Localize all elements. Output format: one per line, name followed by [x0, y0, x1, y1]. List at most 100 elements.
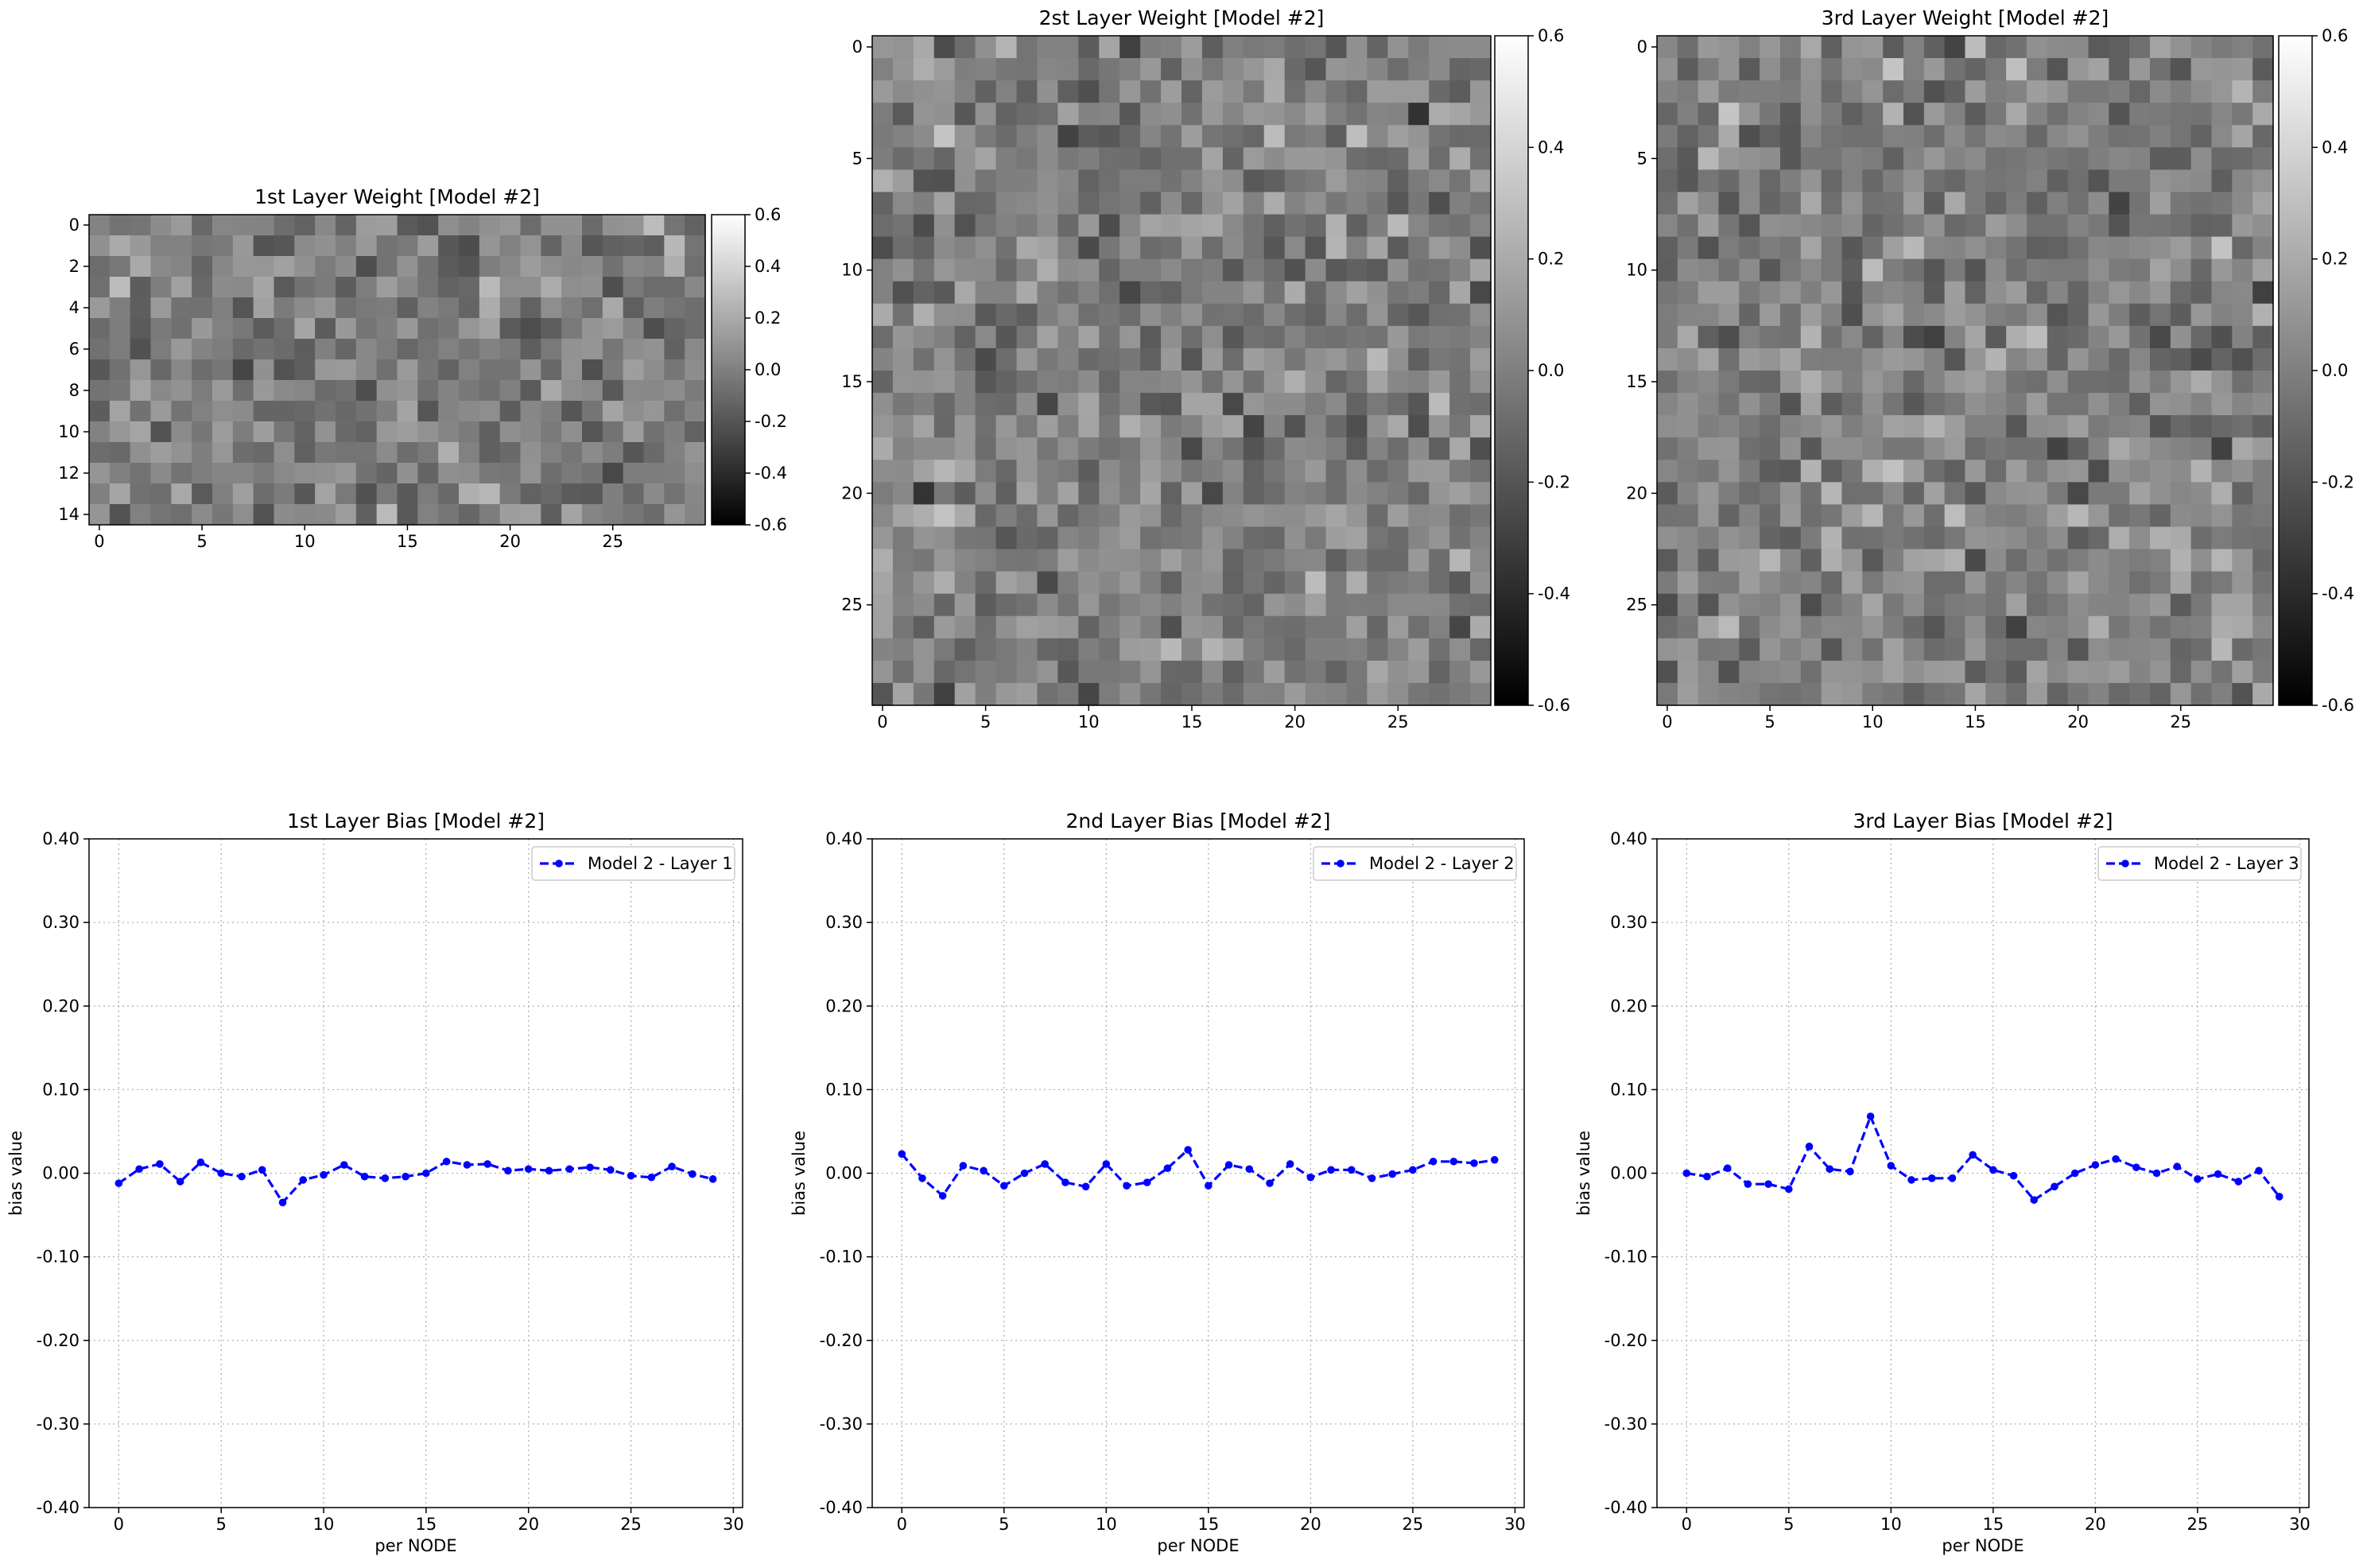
- heatmap-cell: [1965, 125, 1986, 148]
- heatmap-cell: [1780, 214, 1802, 238]
- heatmap-cell: [623, 256, 645, 278]
- heatmap-cell: [1201, 371, 1224, 394]
- heatmap-cell: [274, 318, 295, 340]
- heatmap-cell: [1800, 393, 1822, 416]
- heatmap-cell: [232, 421, 254, 443]
- heatmap-cell: [1408, 281, 1430, 305]
- data-point: [708, 1175, 717, 1183]
- colorbar-tick-label: 0.0: [2322, 361, 2348, 380]
- heatmap-cell: [2109, 660, 2130, 684]
- heatmap-cell: [1985, 460, 2007, 483]
- heatmap-cell: [1657, 281, 1678, 305]
- heatmap-cell: [2006, 571, 2027, 595]
- heatmap-cell: [171, 380, 192, 402]
- heatmap-cell: [1243, 571, 1265, 595]
- heatmap-cell: [1821, 125, 1843, 148]
- heatmap-cell: [2252, 615, 2274, 639]
- heatmap-cell: [1944, 415, 1966, 438]
- heatmap-cell: [1037, 593, 1058, 617]
- heatmap-cell: [2170, 303, 2192, 327]
- heatmap-frame: [88, 214, 706, 526]
- heatmap-cell: [459, 483, 480, 505]
- heatmap-cell: [1016, 593, 1038, 617]
- heatmap-cell: [397, 442, 418, 464]
- heatmap-cell: [355, 339, 378, 360]
- heatmap-cell: [1429, 236, 1450, 260]
- heatmap-cell: [1449, 660, 1471, 684]
- heatmap-cell: [1657, 258, 1678, 282]
- heatmap-cell: [1057, 638, 1079, 662]
- heatmap-cell: [1718, 393, 1740, 416]
- heatmap-cell: [1923, 125, 1946, 148]
- chart-title: 3rd Layer Bias [Model #2]: [1853, 809, 2113, 833]
- heatmap-cell: [2027, 549, 2048, 572]
- heatmap-cell: [1099, 125, 1120, 148]
- heatmap-cell: [2006, 526, 2027, 550]
- heatmap-cell: [892, 393, 914, 416]
- heatmap-cell: [459, 339, 480, 360]
- heatmap-cell: [1429, 682, 1450, 706]
- heatmap-cell: [2232, 258, 2253, 282]
- heatmap-cell: [2067, 258, 2089, 282]
- heatmap-cell: [171, 401, 192, 422]
- data-point: [1163, 1164, 1172, 1172]
- heatmap-cell: [315, 318, 336, 340]
- heatmap-cell: [1263, 80, 1286, 103]
- y-tick-label: 10: [841, 261, 863, 280]
- heatmap-cell: [1078, 593, 1100, 617]
- heatmap-cell: [872, 549, 894, 572]
- heatmap-cell: [1222, 371, 1244, 394]
- heatmap-cell: [2170, 460, 2192, 483]
- heatmap-cell: [1903, 615, 1925, 639]
- heatmap-cell: [1698, 236, 1720, 260]
- heatmap-cell: [664, 421, 685, 443]
- heatmap-cell: [1140, 437, 1162, 460]
- heatmap-cell: [1284, 169, 1306, 193]
- heatmap-cell: [2129, 415, 2151, 438]
- heatmap-cell: [2170, 169, 2192, 193]
- heatmap-cell: [623, 380, 645, 402]
- heatmap-cell: [192, 277, 213, 298]
- data-point: [2091, 1161, 2100, 1169]
- heatmap-cell: [2067, 571, 2089, 595]
- heatmap-cell: [954, 682, 976, 706]
- heatmap-cell: [1800, 526, 1822, 550]
- heatmap-cell: [1263, 615, 1286, 639]
- heatmap-cell: [1677, 258, 1699, 282]
- heatmap-cell: [2047, 258, 2069, 282]
- heatmap-cell: [685, 256, 706, 278]
- heatmap-cell: [1470, 371, 1492, 394]
- heatmap-cell: [1429, 593, 1450, 617]
- heatmap-cell: [1718, 236, 1740, 260]
- heatmap-cell: [1367, 682, 1388, 706]
- heatmap-cell: [913, 103, 935, 126]
- heatmap-cell: [130, 297, 152, 319]
- heatmap-cell: [2088, 258, 2109, 282]
- heatmap-cell: [1140, 103, 1162, 126]
- heatmap-cell: [582, 401, 603, 422]
- heatmap-cell: [1923, 80, 1946, 103]
- heatmap-cell: [315, 442, 336, 464]
- data-point: [1368, 1174, 1376, 1182]
- heatmap-cell: [1099, 393, 1120, 416]
- heatmap-cell: [1161, 347, 1182, 371]
- heatmap-cell: [89, 277, 111, 298]
- heatmap-cell: [1037, 125, 1058, 148]
- heatmap-cell: [1119, 281, 1141, 305]
- heatmap-cell: [1698, 347, 1720, 371]
- heatmap-cell: [2067, 638, 2089, 662]
- heatmap-cell: [274, 442, 295, 464]
- heatmap-cell: [2109, 393, 2130, 416]
- heatmap-cell: [1800, 258, 1822, 282]
- heatmap-cell: [192, 297, 213, 319]
- heatmap-cell: [1243, 80, 1265, 103]
- heatmap-cell: [1182, 638, 1203, 662]
- heatmap-cell: [1739, 347, 1760, 371]
- colorbar-tick-label: -0.4: [755, 464, 787, 483]
- heatmap-cell: [1201, 615, 1224, 639]
- heatmap-cell: [1243, 125, 1265, 148]
- heatmap-cell: [1780, 125, 1802, 148]
- heatmap-cell: [1841, 236, 1863, 260]
- heatmap-cell: [2170, 682, 2192, 706]
